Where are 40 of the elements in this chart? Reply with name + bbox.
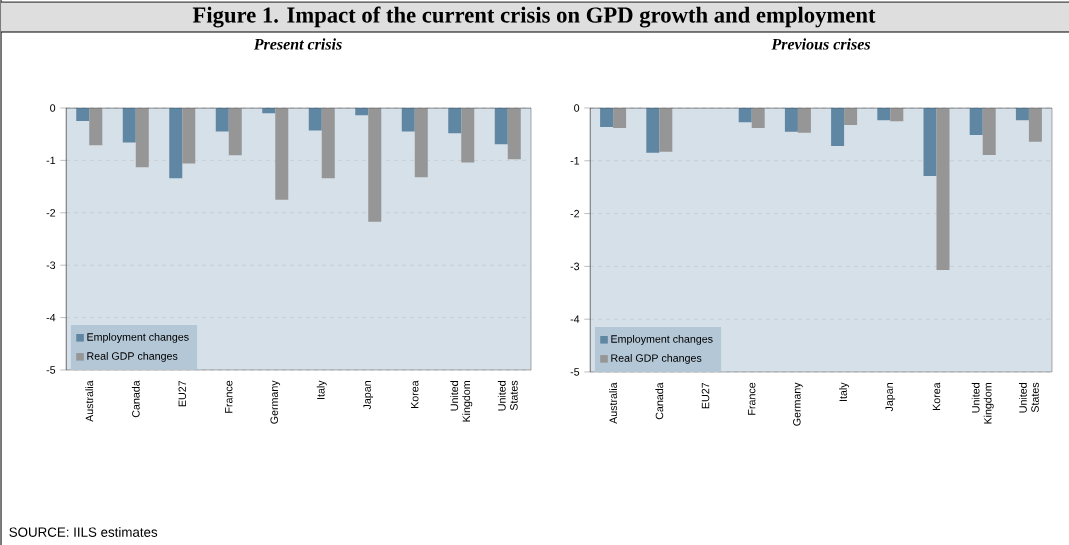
y-tick-label: -4	[570, 315, 580, 323]
x-tick-label: Germany	[270, 380, 281, 424]
y-tick-label: -5	[570, 368, 580, 376]
x-tick-label: United Kingdom	[971, 383, 994, 424]
x-tick-label: France	[747, 382, 756, 415]
x-tick-label: Australia	[609, 382, 618, 424]
x-tick-label: Japan	[885, 383, 896, 412]
chart-title: Figure 1. Impact of the current crisis on GPD growth and employment	[192, 6, 876, 28]
x-tick-label: EU27	[701, 382, 710, 409]
chart-subtitle: Previous crises	[771, 38, 871, 50]
x-tick-label: France	[225, 380, 233, 413]
x-tick-label: United Kingdom	[450, 381, 473, 422]
x-tick-label: Canada	[655, 382, 664, 420]
x-tick-label: Australia	[85, 380, 94, 422]
chart-subtitle: Present crisis	[253, 38, 342, 50]
x-tick-label: Germany	[793, 382, 803, 426]
x-tick-label: United States	[497, 380, 518, 411]
legend-label: Real GDP changes	[87, 351, 178, 362]
x-tick-label: United States	[1018, 382, 1039, 413]
x-tick-label: Korea	[932, 382, 941, 410]
y-tick-label: -3	[570, 262, 580, 271]
y-tick-label: -1	[46, 156, 56, 165]
y-tick-label: -5	[46, 366, 56, 374]
y-tick-label: -4	[46, 313, 56, 322]
x-tick-label: Italy	[839, 382, 850, 401]
y-tick-label: 0	[50, 104, 56, 112]
source-note: SOURCE: IILS estimates	[9, 527, 158, 537]
legend-label: Real GDP changes	[611, 353, 702, 364]
x-tick-label: Korea	[411, 380, 419, 408]
y-tick-label: -1	[570, 157, 580, 165]
legend-label: Employment changes	[87, 332, 189, 343]
y-tick-label: 0	[574, 104, 580, 112]
y-tick-label: -2	[46, 209, 56, 217]
y-tick-label: -2	[570, 209, 580, 218]
x-tick-label: EU27	[178, 380, 187, 407]
y-tick-label: -3	[46, 261, 56, 269]
x-tick-label: Canada	[131, 380, 140, 418]
x-tick-label: Japan	[363, 381, 374, 410]
x-tick-label: Italy	[316, 380, 327, 399]
legend-label: Employment changes	[611, 334, 713, 345]
